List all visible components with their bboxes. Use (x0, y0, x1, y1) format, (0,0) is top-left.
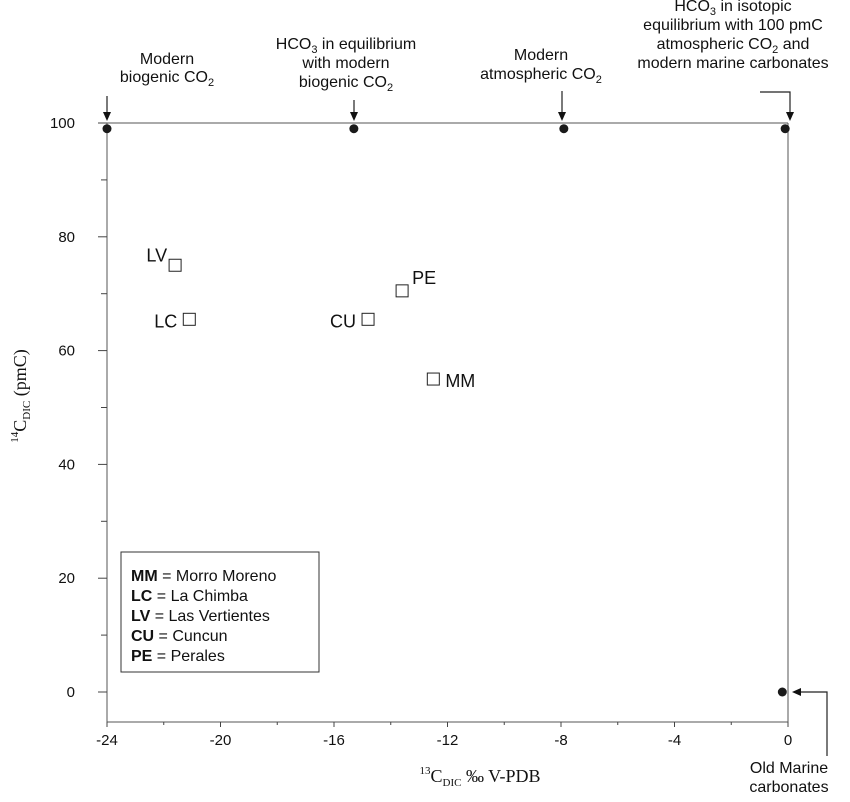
x-tick-label: 0 (784, 732, 792, 749)
y-tick-label: 60 (58, 343, 75, 360)
y-axis-label-sub: DIC (21, 401, 33, 420)
x-axis-label-pre: 13 (420, 765, 432, 777)
data-point-label: CU (330, 311, 356, 331)
y-axis-label-post: (pmC) (10, 349, 31, 401)
x-tick-label: -4 (668, 732, 681, 749)
legend-code: LV (131, 608, 151, 625)
legend-name: = Las Vertientes (150, 608, 270, 625)
legend-name: = Morro Moreno (158, 568, 277, 585)
y-axis-label: 14CDIC (pmC) (9, 349, 33, 442)
annotation-line-tail: in equilibrium (317, 36, 416, 53)
data-point-mm (426, 372, 440, 386)
annotation-line: with modern (301, 55, 389, 72)
annotation-line: HCO (674, 0, 710, 15)
legend-entry: CU = Cuncun (131, 628, 228, 645)
y-tick-label: 20 (58, 570, 75, 587)
annotation-line: carbonates (749, 779, 828, 796)
annotation-subscript: 2 (208, 77, 214, 89)
x-tick-label: -20 (210, 732, 232, 749)
legend-code: PE (131, 648, 153, 665)
y-axis-label-main: C (10, 420, 30, 432)
annotation-subscript: 2 (387, 82, 393, 94)
annotation-line: Modern (140, 51, 194, 68)
legend-name: = La Chimba (152, 588, 248, 605)
data-point-cu (361, 312, 375, 326)
y-tick-label: 0 (67, 684, 75, 701)
legend-code: LC (131, 588, 153, 605)
annotation-line-tail: in isotopic (716, 0, 792, 15)
arrow-hco3-biogenic-head (350, 112, 358, 121)
ticks-layer: -24 -20 -16 -12 -8 -4 0 0 20 40 60 80 100 (50, 115, 792, 749)
y-tick-label: 80 (58, 229, 75, 246)
annotation-subscript: 2 (596, 74, 602, 86)
annotation-line: atmospheric CO (480, 66, 596, 83)
annotation-line: modern marine carbonates (637, 55, 828, 72)
annotation-line: atmospheric CO (657, 36, 773, 53)
data-point-label: PE (412, 268, 436, 288)
data-point-lc (182, 312, 196, 326)
reference-point (780, 124, 790, 134)
arrow-modern-biogenic-head (103, 112, 111, 121)
annotation-line: HCO (276, 36, 312, 53)
legend-code: MM (131, 568, 158, 585)
annotation-2: HCO3 in equilibrium with modern biogenic C… (276, 36, 416, 94)
annotation-line: Modern (514, 47, 568, 64)
data-point-label: LV (146, 245, 167, 265)
x-tick-label: -16 (323, 732, 345, 749)
reference-point (559, 124, 569, 134)
annotation-3: Modern atmospheric CO2 (480, 47, 602, 86)
annotation-line: Old Marine (750, 760, 828, 777)
arrow-hco3-isotopic-head (786, 112, 794, 121)
annotation-line: biogenic CO (299, 74, 387, 91)
x-tick-label: -12 (437, 732, 459, 749)
legend-name: = Perales (152, 648, 224, 665)
annotation-5: Old Marine carbonates (749, 760, 828, 796)
arrow-old-marine-head (792, 688, 801, 696)
reference-point (349, 124, 359, 134)
y-tick-label: 40 (58, 456, 75, 473)
legend-name: = Cuncun (154, 628, 227, 645)
annotation-subscript: 2 (772, 44, 778, 56)
legend-entry: LC = La Chimba (131, 588, 248, 605)
arrow-hco3-isotopic (760, 91, 791, 112)
annotation-subscript: 3 (710, 6, 716, 18)
reference-point (777, 687, 787, 697)
y-axis-label-pre: 14 (9, 431, 21, 443)
x-axis-label-post: ‰ V-PDB (461, 766, 540, 786)
annotation-subscript: 3 (311, 44, 317, 56)
data-point-lv (168, 258, 182, 272)
x-axis-label-sub: DIC (443, 777, 462, 789)
legend-entry: PE = Perales (131, 648, 225, 665)
data-points-layer: MM LC LV CU PE (146, 245, 475, 391)
data-point-pe (395, 284, 409, 298)
data-point-label: LC (154, 311, 177, 331)
legend-code: CU (131, 628, 154, 645)
annotation-4: HCO3 in isotopic equilibrium with 100 pmC… (637, 0, 828, 72)
x-axis-label: 13CDIC ‰ V-PDB (420, 765, 541, 789)
arrow-old-marine (800, 691, 828, 756)
legend-entry: LV = Las Vertientes (131, 608, 270, 625)
arrow-modern-atmospheric-head (558, 112, 566, 121)
x-axis-label-main: C (431, 766, 443, 786)
legend-entry: MM = Morro Moreno (131, 568, 276, 585)
x-tick-label: -24 (96, 732, 118, 749)
legend-box (120, 551, 320, 673)
reference-points-layer (102, 124, 790, 697)
annotation-line-tail: and (778, 36, 809, 53)
y-tick-label: 100 (50, 115, 75, 132)
data-point-label: MM (445, 371, 475, 391)
annotation-line: biogenic CO (120, 69, 208, 86)
annotation-line: equilibrium with 100 pmC (643, 17, 823, 34)
x-tick-label: -8 (554, 732, 567, 749)
reference-point (102, 124, 112, 134)
annotation-1: Modern biogenic CO2 (120, 51, 214, 89)
